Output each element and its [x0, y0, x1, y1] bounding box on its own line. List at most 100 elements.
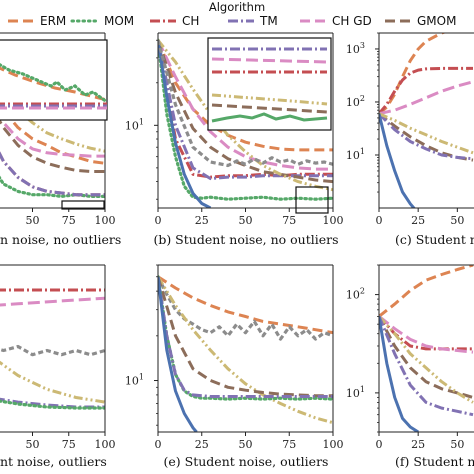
legend-item-mom: MOM [70, 14, 134, 28]
series-line-gd [379, 315, 474, 404]
legend-item-erm: ERM [8, 14, 66, 28]
legend-label: CH GD [332, 14, 372, 28]
series-line-mom [158, 275, 333, 401]
x-tick-label: 0 [155, 438, 162, 451]
series-line-ch-gd [158, 39, 333, 171]
zoom-region [295, 186, 329, 214]
x-tick-label: 75 [62, 438, 76, 451]
y-tick-label: 101 [346, 147, 365, 162]
series-line-erm [379, 33, 447, 115]
series-group [0, 87, 105, 198]
y-tick-label: 103 [346, 41, 365, 56]
legend-label: CH [182, 14, 199, 28]
y-tick-exp: 1 [139, 373, 144, 382]
legend-item-ch-gd: CH GD [300, 14, 372, 28]
panel-5: 0 25 50 75 100 101 (e) Student noise, outliers [125, 264, 344, 469]
panel-caption: n noise, no outliers [0, 232, 121, 247]
series-line-gd [0, 360, 105, 404]
series-group [379, 33, 474, 208]
y-tick-label: 102 [346, 287, 365, 302]
x-tick-label: 25 [411, 214, 425, 227]
legend-item-ch: CH [150, 14, 199, 28]
series-line-gmom [379, 112, 474, 162]
x-tick-label: 50 [26, 214, 40, 227]
series-line-noisy [158, 276, 333, 341]
series-line-erm [158, 275, 333, 335]
inset-frame [207, 37, 332, 131]
series-group [379, 265, 474, 432]
panel-caption: (b) Student noise, no outliers [153, 232, 338, 247]
series-line-noisy [158, 39, 333, 168]
series-group [158, 38, 333, 208]
x-tick-label: 0 [376, 438, 383, 451]
y-tick-exp: 1 [360, 147, 365, 156]
series-line-mom [0, 175, 105, 198]
legend-item-gmom: GMOM [385, 14, 456, 28]
series-line-ch-gd [379, 315, 474, 354]
series-line-tm [379, 315, 474, 417]
y-tick-base: 10 [346, 289, 360, 302]
x-tick-label: 25 [195, 438, 209, 451]
series-line-ch [379, 66, 473, 115]
series-line-mom [0, 399, 105, 410]
legend-item-tm: TM [228, 14, 278, 28]
inset-line-oracle [211, 112, 328, 123]
y-tick-base: 10 [346, 149, 360, 162]
series-line-gd [379, 112, 474, 155]
inset-line-gmom [211, 103, 328, 114]
series-group [0, 288, 105, 410]
series-line-noisy [0, 344, 105, 357]
y-tick-base: 10 [125, 119, 139, 132]
y-tick-exp: 1 [139, 117, 144, 126]
panel-caption: (e) Student noise, outliers [164, 454, 329, 469]
legend: Algorithm ERM MOM CH TM CH GD GMOM [8, 0, 456, 28]
x-tick-label: 75 [282, 214, 296, 227]
inset [207, 37, 332, 131]
y-tick-label: 101 [125, 117, 144, 132]
series-line-erm [379, 265, 474, 318]
x-tick-label: 50 [239, 438, 253, 451]
series-line-oracle [379, 316, 420, 432]
y-tick-label: 101 [125, 373, 144, 388]
x-tick-label: 50 [239, 214, 253, 227]
panel-4: 50 75 100 nt noise, outliers [0, 264, 116, 469]
x-tick-label: 100 [95, 438, 116, 451]
series-line-ch [158, 39, 333, 179]
series-line-gd [158, 276, 333, 425]
series-line-erm [158, 39, 333, 152]
x-tick-label: 100 [95, 214, 116, 227]
panel-1: 50 75 100 n noise, no outliers [0, 32, 121, 247]
y-tick-exp: 2 [360, 94, 365, 103]
x-tick-label: 25 [195, 214, 209, 227]
x-tick-label: 0 [155, 214, 162, 227]
inset [0, 39, 108, 121]
inset-line-mom [0, 63, 107, 104]
y-tick-exp: 3 [360, 41, 365, 50]
panel-caption: (f) Student n [395, 454, 474, 469]
y-tick-exp: 1 [360, 385, 365, 394]
inset-line-ch-gd [211, 57, 328, 64]
y-tick-exp: 2 [360, 287, 365, 296]
y-tick-label: 101 [346, 385, 365, 400]
series-line-oracle [158, 39, 212, 208]
series-line-tm [0, 151, 105, 197]
x-tick-label: 50 [450, 214, 464, 227]
series-line-tm [158, 39, 333, 181]
y-tick-base: 10 [346, 387, 360, 400]
panel-caption: nt noise, outliers [0, 454, 107, 469]
series-line-oracle [379, 113, 416, 208]
y-tick-label: 102 [346, 94, 365, 109]
legend-label: ERM [40, 14, 66, 28]
x-tick-label: 75 [62, 214, 76, 227]
x-tick-label: 50 [26, 438, 40, 451]
x-tick-label: 25 [411, 438, 425, 451]
legend-label: GMOM [417, 14, 456, 28]
series-line-erm [0, 102, 105, 165]
x-tick-label: 100 [323, 438, 344, 451]
series-line-tm [158, 276, 333, 398]
x-tick-label: 50 [450, 438, 464, 451]
